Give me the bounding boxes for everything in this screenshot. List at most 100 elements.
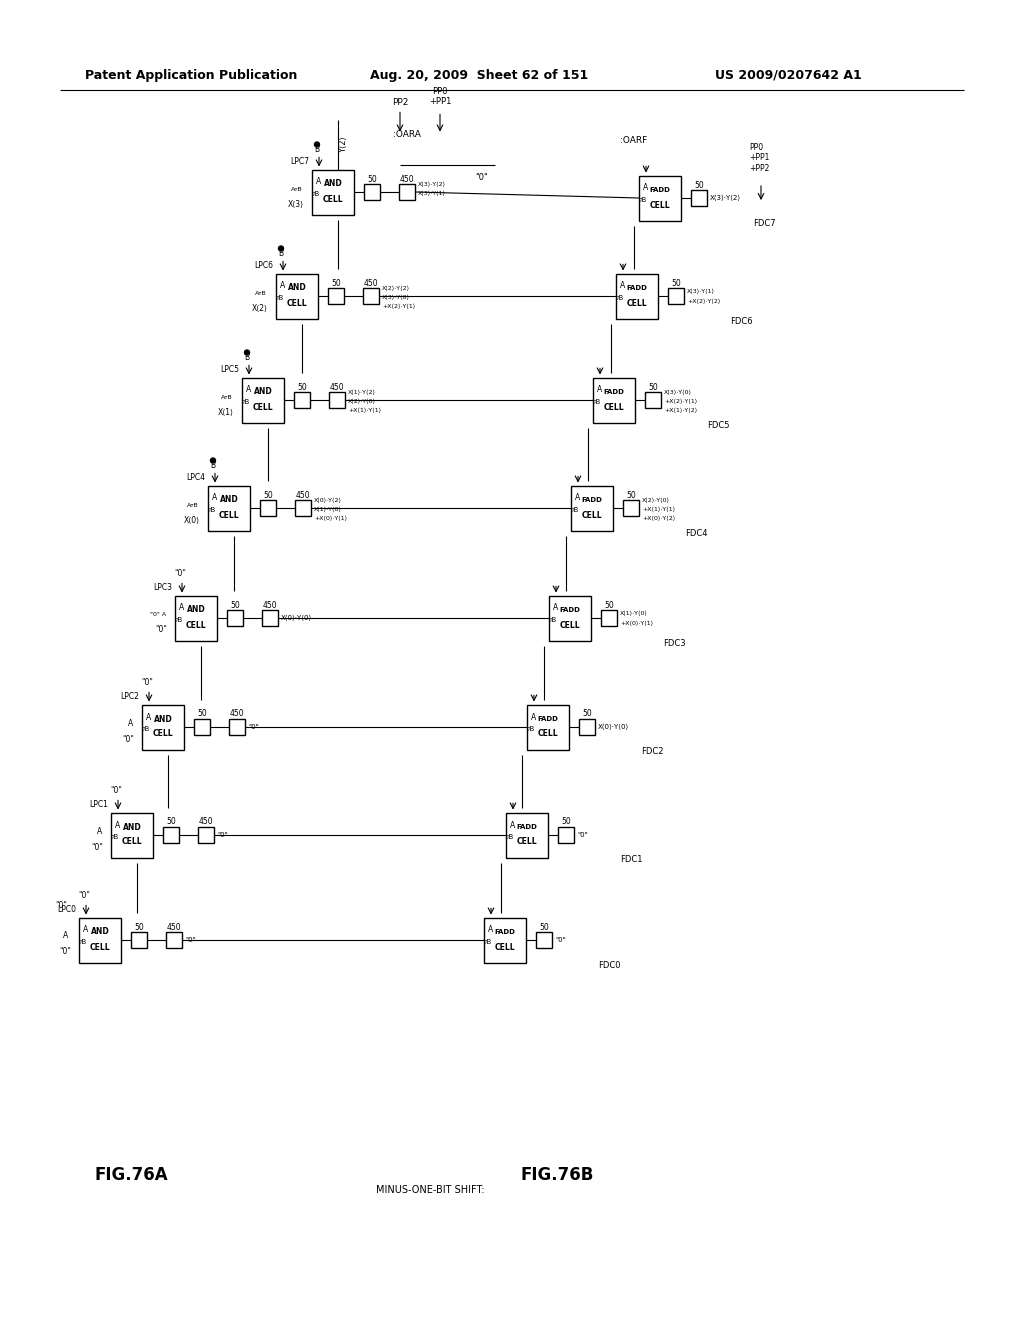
Text: ▿B: ▿B (527, 726, 536, 733)
Text: AND: AND (219, 495, 239, 504)
Circle shape (245, 350, 250, 355)
Bar (579, 719, 595, 735)
Bar (549, 595, 591, 640)
Text: FIG.76A: FIG.76A (95, 1166, 169, 1184)
Text: :OARF: :OARF (620, 136, 647, 145)
Bar (131, 932, 147, 948)
Text: ▿B: ▿B (312, 191, 321, 197)
Text: ▿B: ▿B (639, 197, 647, 203)
Text: A: A (621, 281, 626, 290)
Bar (166, 932, 182, 948)
Text: CELL: CELL (122, 837, 142, 846)
Bar (328, 288, 344, 304)
Text: A: A (316, 177, 322, 186)
Circle shape (211, 458, 215, 463)
Text: X⟨0⟩·Y⟨0⟩: X⟨0⟩·Y⟨0⟩ (281, 615, 312, 622)
Text: FDC4: FDC4 (685, 528, 708, 537)
Text: 50: 50 (166, 817, 176, 826)
Text: B: B (211, 461, 216, 470)
Text: ▿B: ▿B (142, 726, 151, 733)
Text: FADD: FADD (649, 187, 671, 193)
Text: 50: 50 (263, 491, 272, 499)
Text: A: A (179, 603, 184, 612)
Text: X⟨3⟩·Y⟨1⟩: X⟨3⟩·Y⟨1⟩ (687, 288, 715, 293)
Text: X⟨1⟩·Y⟨0⟩: X⟨1⟩·Y⟨0⟩ (314, 507, 342, 512)
Text: "0": "0" (110, 785, 122, 795)
Text: "0": "0" (174, 569, 186, 578)
Text: A: A (83, 925, 89, 935)
Bar (506, 813, 548, 858)
Text: X⟨3⟩·Y⟨0⟩: X⟨3⟩·Y⟨0⟩ (382, 294, 410, 300)
Text: "0": "0" (475, 173, 487, 181)
Text: 50: 50 (198, 710, 207, 718)
Text: 450: 450 (167, 923, 181, 932)
Text: ▿B: ▿B (549, 616, 557, 623)
Text: MINUS-ONE-BIT SHIFT:: MINUS-ONE-BIT SHIFT: (376, 1185, 484, 1195)
Text: CELL: CELL (253, 403, 273, 412)
Text: CELL: CELL (219, 511, 240, 520)
Text: +X⟨2⟩·Y⟨1⟩: +X⟨2⟩·Y⟨1⟩ (382, 304, 416, 309)
Text: 50: 50 (331, 279, 341, 288)
Text: A: A (281, 281, 286, 290)
Text: FADD: FADD (538, 715, 558, 722)
Text: X⟨3⟩·Y⟨2⟩: X⟨3⟩·Y⟨2⟩ (710, 195, 741, 201)
Text: +X⟨2⟩·Y⟨2⟩: +X⟨2⟩·Y⟨2⟩ (687, 298, 720, 304)
Text: CELL: CELL (649, 201, 671, 210)
Bar (295, 500, 311, 516)
Text: AND: AND (254, 388, 272, 396)
Bar (639, 176, 681, 220)
Bar (242, 378, 284, 422)
Text: CELL: CELL (185, 620, 206, 630)
Text: "0": "0" (185, 937, 196, 942)
Text: CELL: CELL (604, 403, 625, 412)
Text: +X⟨1⟩·Y⟨1⟩: +X⟨1⟩·Y⟨1⟩ (348, 408, 381, 413)
Text: 50: 50 (582, 710, 592, 718)
Text: 50: 50 (626, 491, 636, 499)
Text: A: A (553, 603, 559, 612)
Text: AND: AND (123, 822, 141, 832)
Text: "0": "0" (78, 891, 90, 900)
Text: 50: 50 (230, 601, 240, 610)
Text: ▿B: ▿B (506, 834, 514, 840)
Text: X⟨2⟩·Y⟨0⟩: X⟨2⟩·Y⟨0⟩ (642, 498, 670, 503)
Text: ▿B: ▿B (175, 616, 183, 623)
Text: CELL: CELL (517, 837, 538, 846)
Text: A: A (575, 494, 581, 503)
Text: A: A (212, 494, 218, 503)
Text: X⟨2⟩·Y⟨0⟩: X⟨2⟩·Y⟨0⟩ (348, 399, 376, 404)
Bar (194, 719, 210, 735)
Text: ▿B: ▿B (111, 834, 119, 840)
Text: "0": "0" (141, 678, 153, 686)
Text: FADD: FADD (603, 389, 625, 395)
Text: A: A (488, 925, 494, 935)
Bar (623, 500, 639, 516)
Text: PP2: PP2 (392, 98, 409, 107)
Text: AND: AND (186, 606, 206, 615)
Text: X⟨2⟩: X⟨2⟩ (252, 304, 268, 313)
Text: US 2009/0207642 A1: US 2009/0207642 A1 (715, 69, 862, 82)
Text: FDC5: FDC5 (707, 421, 729, 429)
Text: ▿B: ▿B (242, 399, 250, 405)
Text: 450: 450 (263, 601, 278, 610)
Bar (198, 828, 214, 843)
Text: 50: 50 (694, 181, 703, 190)
Bar (484, 917, 526, 962)
Text: A: A (116, 821, 121, 829)
Text: 450: 450 (330, 383, 344, 392)
Text: +X⟨1⟩·Y⟨2⟩: +X⟨1⟩·Y⟨2⟩ (664, 408, 697, 413)
Text: LPC4: LPC4 (186, 473, 205, 482)
Text: A: A (146, 713, 152, 722)
Text: 450: 450 (399, 174, 415, 183)
Text: A: A (62, 931, 68, 940)
Bar (79, 917, 121, 962)
Text: "0": "0" (55, 902, 67, 909)
Text: 50: 50 (671, 279, 681, 288)
Text: A: A (643, 183, 648, 193)
Text: "0": "0" (577, 832, 588, 838)
Text: Y⟨2⟩: Y⟨2⟩ (339, 136, 347, 153)
Text: +X⟨1⟩·Y⟨1⟩: +X⟨1⟩·Y⟨1⟩ (642, 507, 675, 512)
Text: FDC0: FDC0 (598, 961, 621, 969)
Text: AND: AND (288, 284, 306, 293)
Text: LPC6: LPC6 (254, 261, 273, 271)
Bar (262, 610, 278, 626)
